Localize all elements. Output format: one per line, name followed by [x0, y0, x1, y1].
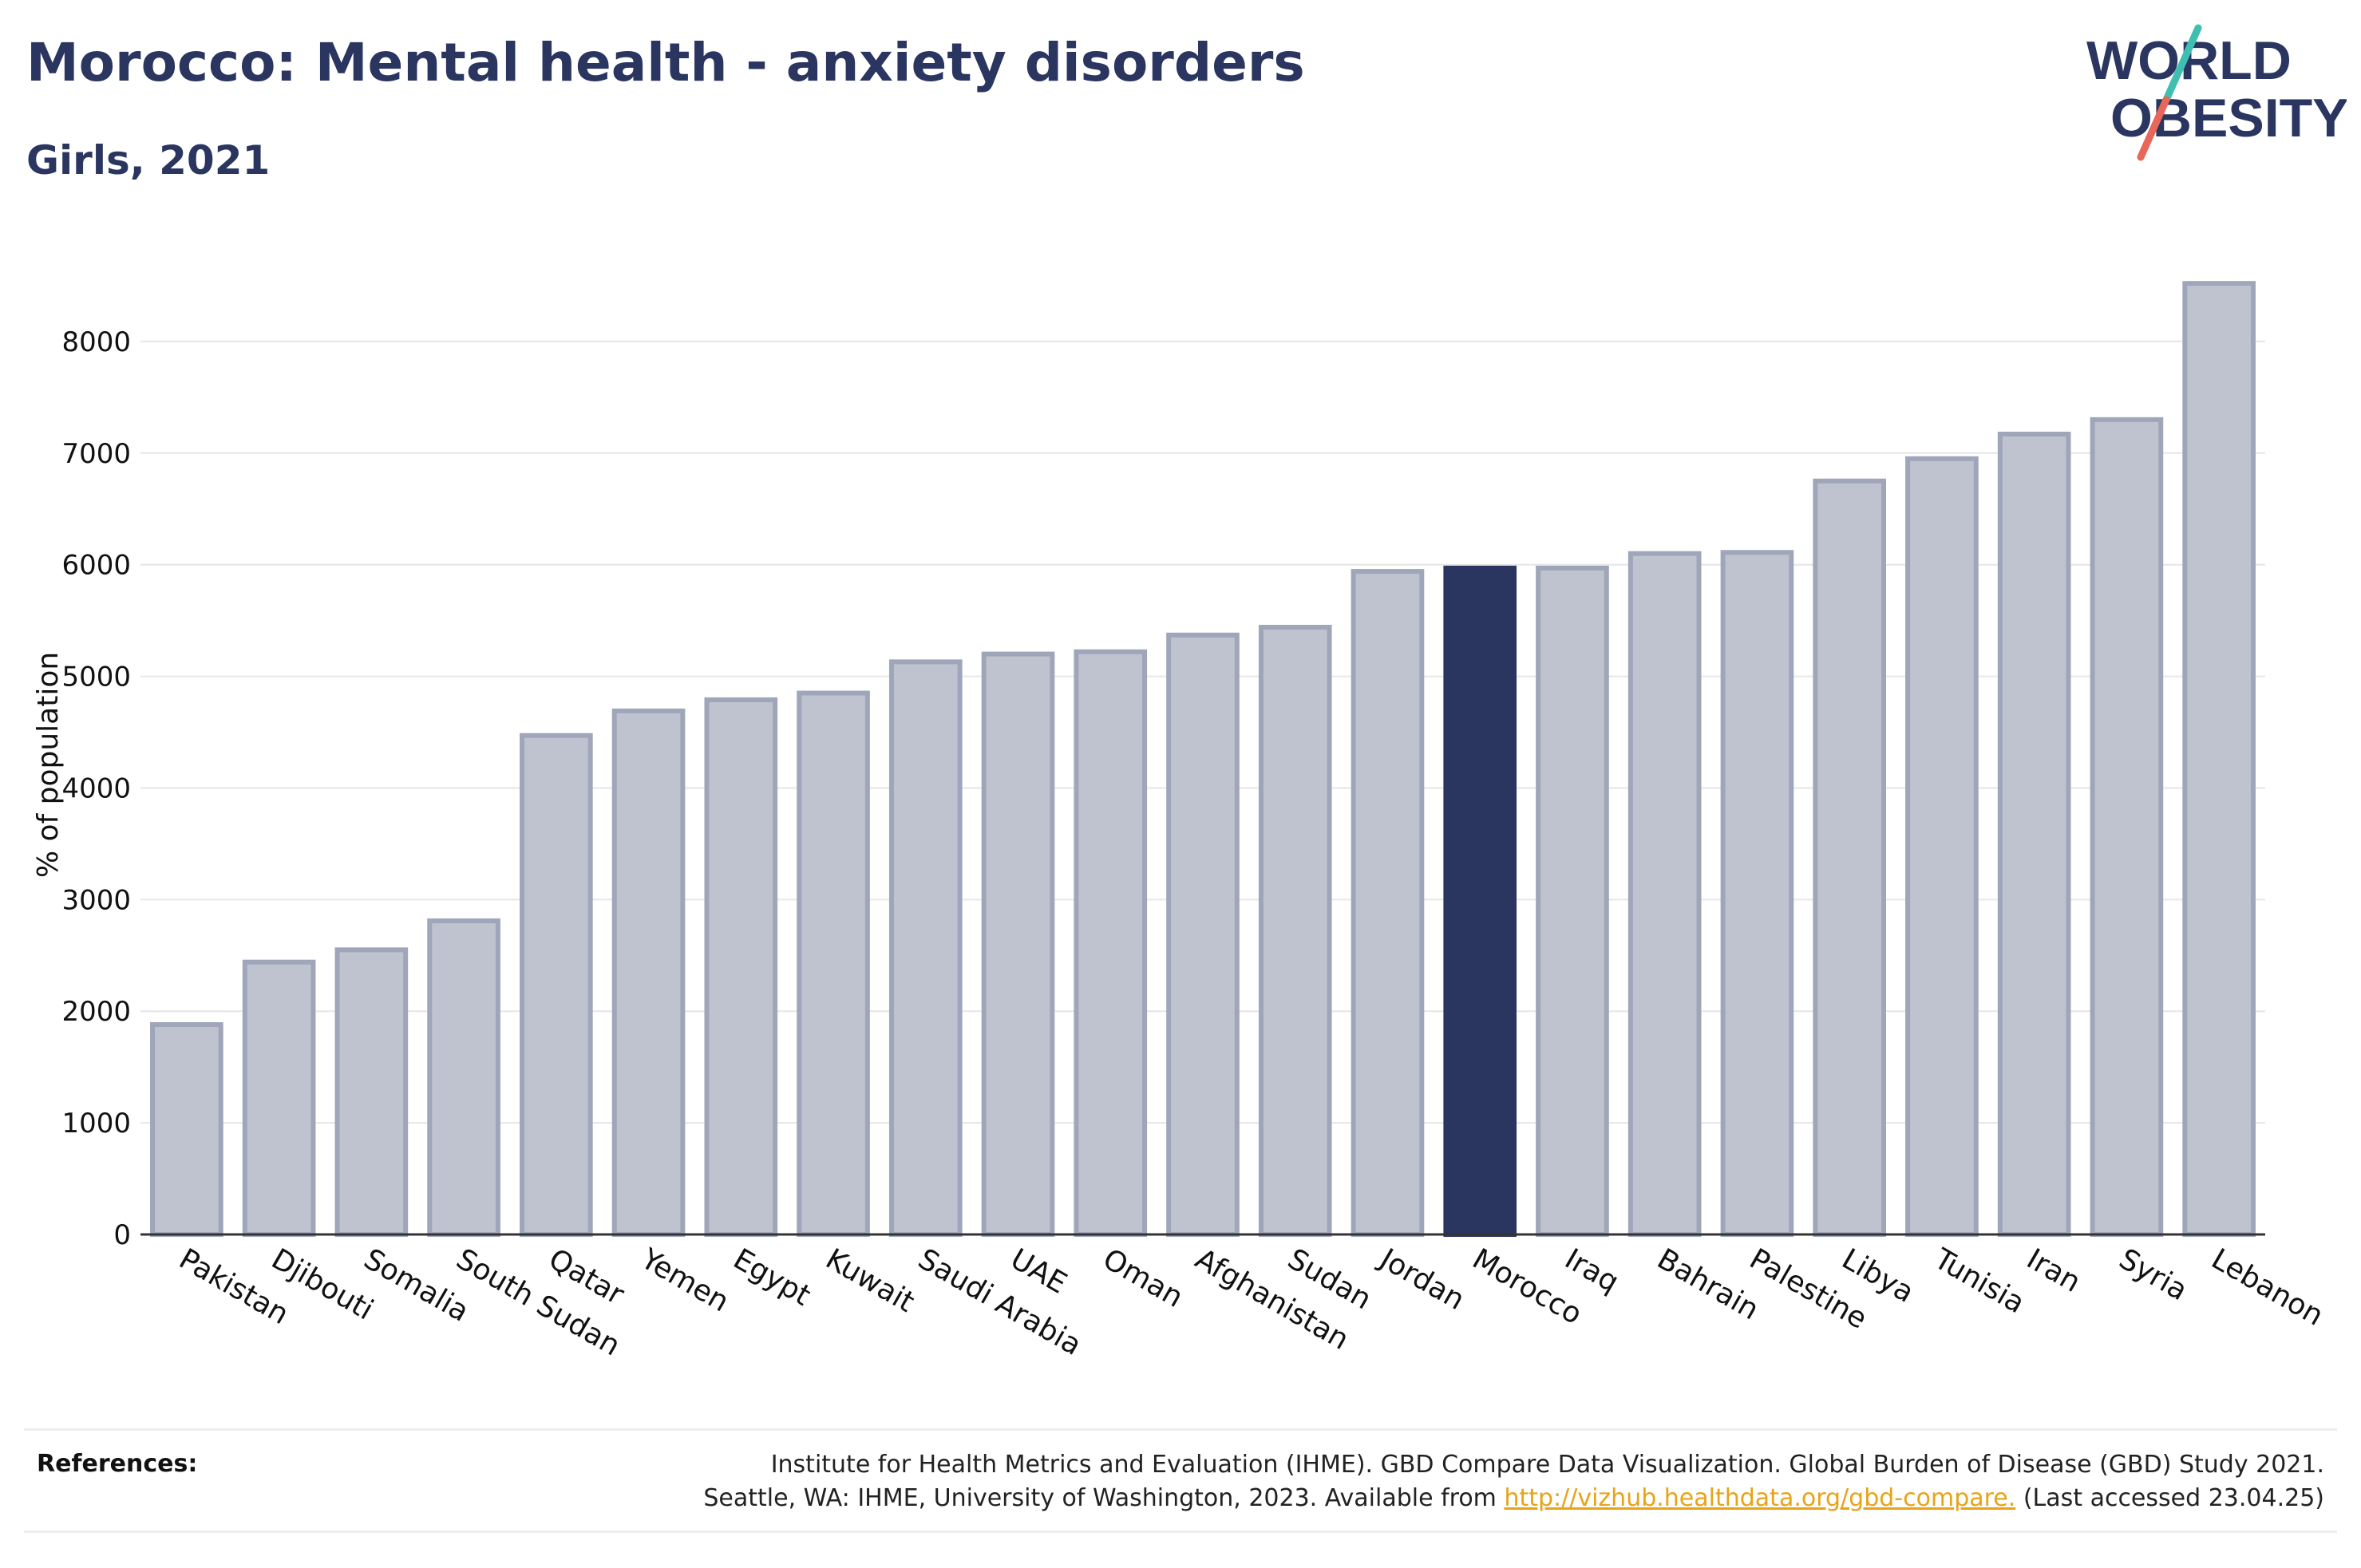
x-tick-label: Egypt — [728, 1242, 816, 1312]
bar-oman — [1074, 649, 1148, 1237]
reference-line-2-prefix: Seattle, WA: IHME, University of Washing… — [703, 1484, 1505, 1512]
bar-syria — [2090, 417, 2164, 1237]
y-tick-label: 5000 — [61, 662, 131, 693]
bar-south-sudan — [427, 918, 500, 1237]
reference-link[interactable]: http://vizhub.healthdata.org/gbd-compare… — [1504, 1484, 2016, 1512]
chart-title: Morocco: Mental health - anxiety disorde… — [26, 32, 1305, 93]
bar-sudan — [1258, 625, 1332, 1237]
bar-somalia — [334, 947, 409, 1237]
bar-jordan — [1351, 569, 1425, 1237]
reference-line-1: Institute for Health Metrics and Evaluat… — [770, 1451, 2324, 1479]
x-tick-label: Yemen — [635, 1242, 734, 1319]
x-tick-label: Bahrain — [1651, 1242, 1764, 1326]
bar-afghanistan — [1166, 632, 1240, 1237]
bar-iran — [1997, 432, 2071, 1237]
x-tick-label: Tunisia — [1928, 1242, 2031, 1320]
bar-palestine — [1720, 550, 1794, 1237]
x-tick-label: Iran — [2021, 1242, 2086, 1299]
x-tick-label: Somalia — [358, 1242, 474, 1329]
y-tick-label: 1000 — [61, 1108, 131, 1139]
x-tick-label: Oman — [1097, 1242, 1188, 1314]
y-tick-label: 7000 — [61, 438, 131, 470]
y-tick-label: 3000 — [61, 884, 131, 916]
bar-lebanon — [2182, 281, 2256, 1237]
y-tick-label: 8000 — [61, 326, 131, 358]
x-tick-label: Iraq — [1559, 1242, 1623, 1299]
bar-djibouti — [242, 959, 316, 1237]
bar-pakistan — [150, 1022, 223, 1238]
bar-qatar — [520, 733, 593, 1237]
chart-subtitle: Girls, 2021 — [26, 137, 271, 184]
bar-chart: 0 1000 2000 3000 4000 5000 6000 7000 8000 % of po… — [32, 281, 2329, 1363]
bar-saudi-arabia — [888, 659, 963, 1237]
reference-line-2: Seattle, WA: IHME, University of Washing… — [703, 1482, 2324, 1515]
references-section: References: Institute for Health Metrics… — [24, 1428, 2337, 1533]
logo-slash-top — [2162, 24, 2202, 104]
x-tick-label: Kuwait — [821, 1242, 920, 1319]
bar-morocco — [1443, 565, 1517, 1237]
y-tick-label: 2000 — [61, 996, 131, 1028]
y-tick-label: 0 — [113, 1219, 131, 1251]
references-text: Institute for Health Metrics and Evaluat… — [703, 1448, 2324, 1515]
x-tick-label: Jordan — [1373, 1242, 1469, 1317]
bar-uae — [981, 651, 1055, 1237]
x-tick-label: Syria — [2114, 1242, 2193, 1307]
y-tick-label: 6000 — [61, 550, 131, 582]
x-tick-label: Saudi Arabia — [912, 1242, 1086, 1362]
bar-bahrain — [1627, 551, 1702, 1237]
x-tick-label: Lebanon — [2206, 1242, 2329, 1333]
bar-tunisia — [1905, 456, 1979, 1237]
bar-yemen — [611, 708, 686, 1237]
references-label: References: — [37, 1450, 198, 1478]
world-obesity-logo: WORLD OBESITY — [2086, 24, 2347, 161]
bar-egypt — [704, 697, 778, 1237]
y-tick-label: 4000 — [61, 772, 131, 804]
bar-iraq — [1536, 565, 1609, 1237]
bar-kuwait — [797, 690, 870, 1237]
reference-line-2-suffix: (Last accessed 23.04.25) — [2015, 1484, 2324, 1512]
logo-slash-bottom — [2137, 96, 2170, 161]
bar-libya — [1813, 478, 1886, 1237]
y-axis-label: % of population — [32, 652, 65, 878]
